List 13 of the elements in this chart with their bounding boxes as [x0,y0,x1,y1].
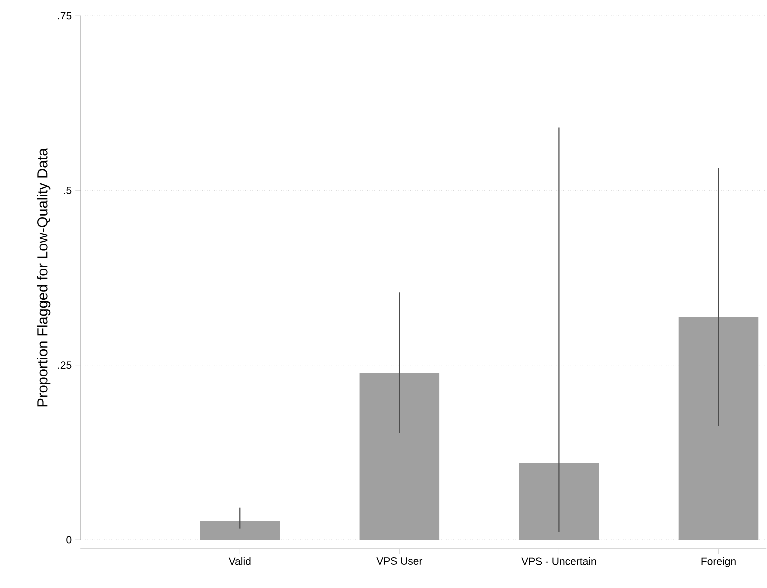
y-tick-label: 0 [66,536,72,544]
bar [360,373,440,540]
x-tick-label: VPS User [376,558,423,565]
y-tick-label: .75 [58,12,72,20]
y-tick-label: .5 [64,187,72,194]
x-tick-label: Valid [228,558,251,566]
y-axis-title: Proportion Flagged for Low-Quality Data [37,148,51,407]
x-tick-label: Foreign [702,558,736,568]
bar [678,317,759,540]
bar [519,463,600,540]
y-tick-label: .25 [58,362,72,370]
x-tick-label: VPS - Uncertain [522,558,596,566]
bar [200,521,280,540]
